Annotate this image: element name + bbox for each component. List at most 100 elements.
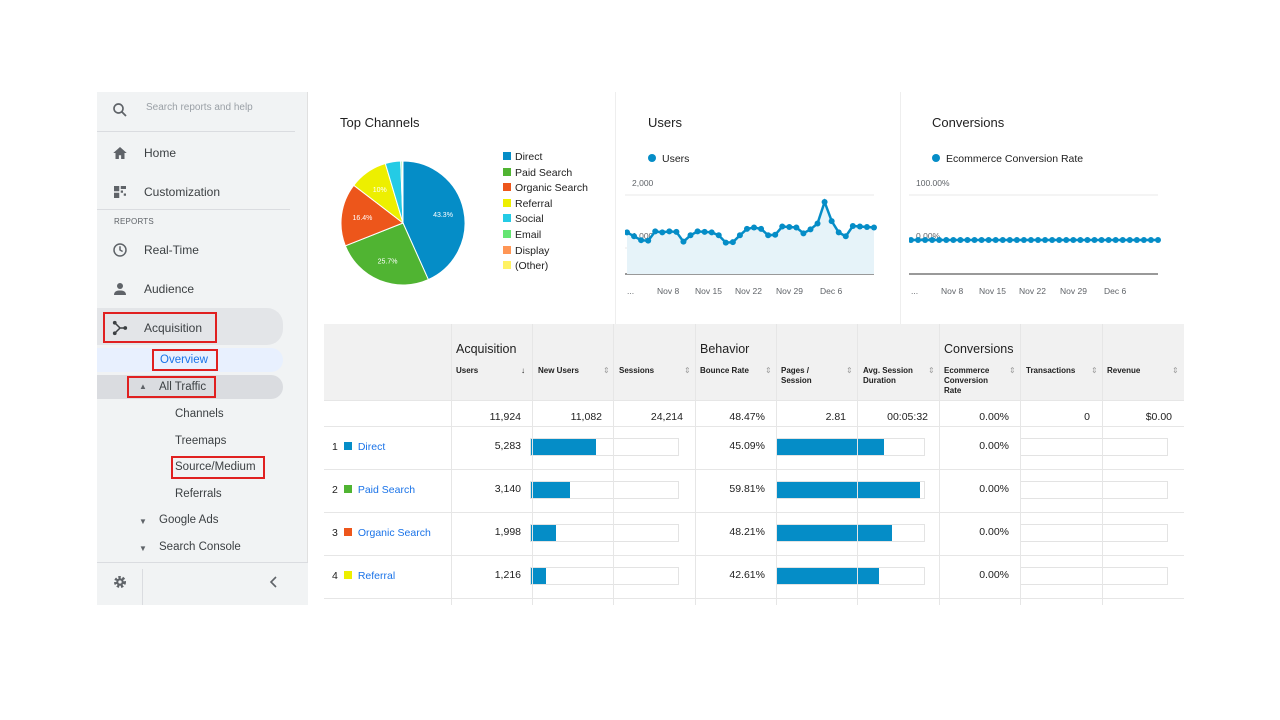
legend-item[interactable]: Email [503,229,541,241]
legend-item[interactable]: Paid Search [503,167,572,179]
data-point[interactable] [786,223,793,230]
data-point[interactable] [909,237,914,243]
data-point[interactable] [638,237,645,244]
data-point[interactable] [729,239,736,246]
search-bar[interactable]: Search reports and help [97,92,295,132]
column-header-transactions[interactable]: Transactions [1026,366,1076,375]
data-point[interactable] [828,218,835,225]
sidebar-item-google-ads[interactable]: Google Ads [159,514,219,526]
data-point[interactable] [929,237,936,243]
legend-item[interactable]: Referral [503,198,552,210]
data-point[interactable] [922,237,929,243]
data-point[interactable] [736,232,743,239]
data-point[interactable] [999,237,1006,243]
column-header-sessions[interactable]: Sessions [619,366,655,375]
data-point[interactable] [715,232,722,239]
pie-slice-paid-search[interactable] [344,222,429,286]
sidebar-item-acquisition[interactable]: Acquisition [97,311,308,345]
legend-item[interactable]: Direct [503,151,542,163]
data-point[interactable] [936,237,943,243]
data-point[interactable] [645,237,652,244]
data-point[interactable] [978,237,985,243]
data-point[interactable] [821,198,828,205]
data-point[interactable] [849,222,856,229]
expand-triangle-icon[interactable]: ▼ [139,517,147,526]
data-point[interactable] [1070,237,1077,243]
sidebar-item-customization[interactable]: Customization [97,175,308,209]
data-point[interactable] [1091,237,1098,243]
legend-item[interactable]: (Other) [503,260,548,272]
data-point[interactable] [856,223,863,230]
sort-icon[interactable]: ⇕ [1091,366,1098,375]
sidebar-item-realtime[interactable]: Real-Time [97,233,308,267]
data-point[interactable] [835,229,842,236]
data-point[interactable] [758,225,765,232]
data-point[interactable] [1155,237,1161,243]
sidebar-item-home[interactable]: Home [97,136,308,170]
sort-arrow-icon[interactable]: ↓ [521,366,525,375]
data-point[interactable] [807,226,814,233]
data-point[interactable] [814,220,821,227]
data-point[interactable] [992,237,999,243]
data-point[interactable] [1042,237,1049,243]
data-point[interactable] [842,233,849,240]
sidebar-item-audience[interactable]: Audience [97,272,308,306]
gear-icon[interactable] [111,573,129,591]
collapse-sidebar-icon[interactable] [268,575,280,589]
sort-icon[interactable]: ⇕ [765,366,772,375]
channel-link[interactable]: Referral [357,570,396,582]
data-point[interactable] [985,237,992,243]
data-point[interactable] [793,224,800,231]
legend-item[interactable]: Social [503,213,544,225]
pie-slice-direct[interactable] [402,160,466,281]
data-point[interactable] [743,225,750,232]
column-header-avg-duration[interactable]: Avg. Session Duration [863,366,913,386]
sidebar-item-source-medium[interactable]: Source/Medium [175,461,256,473]
data-point[interactable] [1056,237,1063,243]
channel-link[interactable]: Direct [357,441,386,453]
data-point[interactable] [1006,237,1013,243]
data-point[interactable] [701,228,708,235]
data-point[interactable] [1027,237,1034,243]
column-header-bounce-rate[interactable]: Bounce Rate [700,366,749,375]
column-header-users[interactable]: Users [456,366,479,375]
data-point[interactable] [1147,237,1154,243]
sidebar-item-channels[interactable]: Channels [175,408,224,420]
data-point[interactable] [659,229,666,236]
data-point[interactable] [1105,237,1112,243]
sort-icon[interactable]: ⇕ [603,366,610,375]
legend-item[interactable]: Display [503,245,549,257]
data-point[interactable] [1084,237,1091,243]
data-point[interactable] [708,229,715,236]
data-point[interactable] [625,229,630,236]
data-point[interactable] [673,228,680,235]
data-point[interactable] [680,238,687,245]
sort-icon[interactable]: ⇕ [684,366,691,375]
sidebar-item-overview[interactable]: Overview [160,354,208,366]
data-point[interactable] [652,228,659,235]
legend-item[interactable]: Organic Search [503,182,588,194]
data-point[interactable] [687,232,694,239]
column-header-revenue[interactable]: Revenue [1107,366,1141,375]
data-point[interactable] [1098,237,1105,243]
column-header-new-users[interactable]: New Users [538,366,579,375]
data-point[interactable] [1049,237,1056,243]
pie-slice-organic-search[interactable] [340,184,405,247]
sort-icon[interactable]: ⇕ [846,366,853,375]
sidebar-item-treemaps[interactable]: Treemaps [175,435,227,447]
data-point[interactable] [950,237,957,243]
data-point[interactable] [1119,237,1126,243]
data-point[interactable] [722,239,729,246]
data-point[interactable] [1126,237,1133,243]
sort-icon[interactable]: ⇕ [1172,366,1179,375]
data-point[interactable] [863,223,870,230]
column-header-ecr[interactable]: Ecommerce Conversion Rate [944,366,989,396]
data-point[interactable] [751,224,758,231]
data-point[interactable] [1133,237,1140,243]
data-point[interactable] [1035,237,1042,243]
column-header-pages-session[interactable]: Pages / Session [781,366,812,386]
sidebar-item-search-console[interactable]: Search Console [159,541,241,553]
data-point[interactable] [772,231,779,238]
data-point[interactable] [943,237,950,243]
sort-icon[interactable]: ⇕ [928,366,935,375]
